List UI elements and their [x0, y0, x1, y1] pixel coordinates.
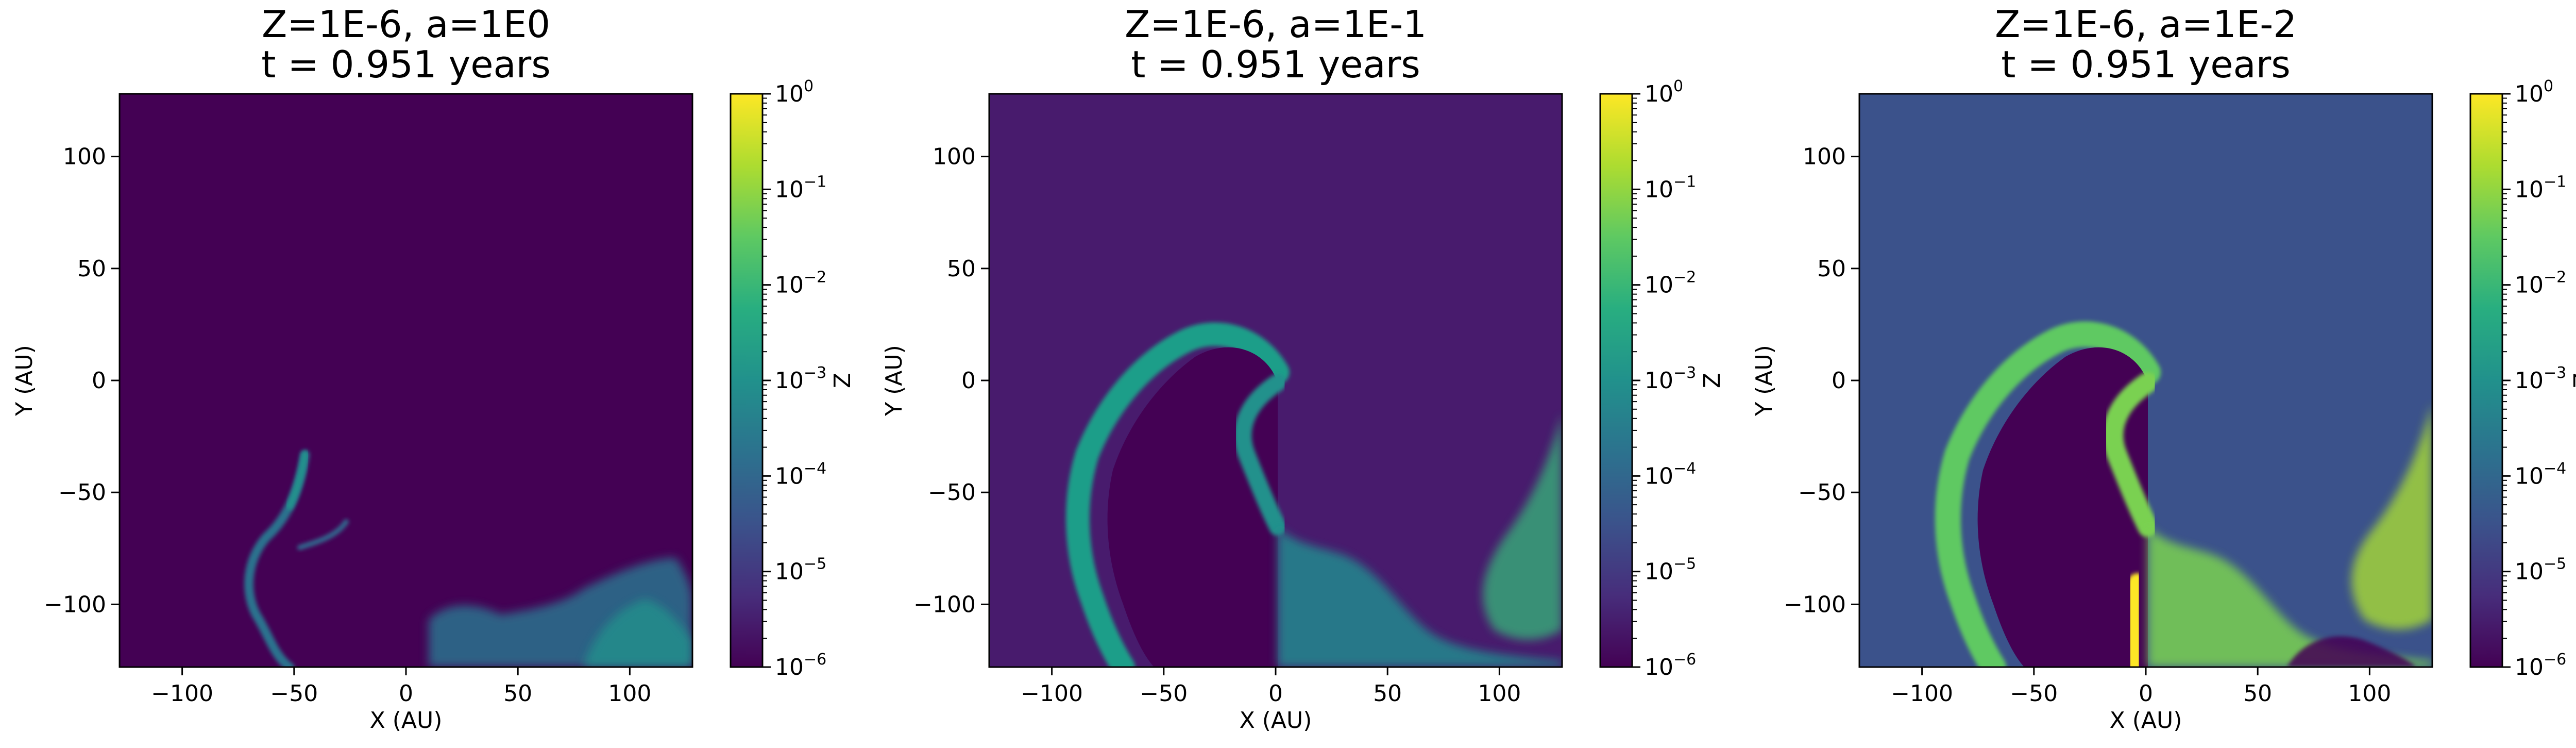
colorbar-tick-label: 10−3 [775, 364, 826, 394]
panel-1-colorbar-ticks: 100 10−1 10−2 10−3 10−4 10−5 10−6 [762, 77, 826, 680]
colorbar-tick-label: 10−5 [1645, 555, 1696, 585]
panel-1-y-ticks: 100 50 0 −50 −100 [44, 144, 120, 618]
panel-1-title: Z=1E-6, a=1E0 [262, 3, 550, 46]
y-tick-label: −100 [44, 591, 106, 618]
panel-3: Z=1E-6, a=1E-2 t = 0.951 years −100 −50 0 5… [1751, 3, 2576, 734]
colorbar-tick-label: 10−1 [2515, 173, 2566, 203]
panel-2-right-bright [1483, 413, 1562, 640]
x-tick-label: 100 [2348, 680, 2391, 707]
panel-3-title: Z=1E-6, a=1E-2 [1995, 3, 2297, 46]
y-tick-label: 50 [947, 256, 976, 282]
panel-3-dark-pocket [2287, 636, 2416, 667]
panel-2-colorbar [1599, 93, 1633, 668]
colorbar-tick-label: 10−3 [1645, 364, 1696, 394]
panel-1-background [120, 94, 692, 667]
x-tick-label: 0 [1268, 680, 1283, 707]
colorbar-tick-label: 10−6 [2515, 651, 2566, 680]
panel-2-y-ticks: 100 50 0 −50 −100 [913, 144, 989, 618]
y-tick-label: 100 [1803, 144, 1846, 170]
panel-3-plot-area [1859, 94, 2432, 667]
panel-2-colorbar-label: Z [1699, 373, 1725, 388]
x-tick-label: −100 [1021, 680, 1083, 707]
colorbar-tick-label: 10−4 [775, 459, 826, 489]
panel-3-subtitle: t = 0.951 years [2001, 43, 2290, 86]
y-tick-label: 100 [63, 144, 106, 170]
panel-2-ylabel: Y (AU) [881, 345, 907, 417]
colorbar-tick-label: 10−5 [2515, 555, 2566, 585]
panel-3-colorbar-label: Z [2569, 373, 2576, 388]
panel-2-title: Z=1E-6, a=1E-1 [1125, 3, 1427, 46]
y-tick-label: −100 [1784, 591, 1846, 618]
colorbar-tick-label: 10−4 [2515, 459, 2566, 489]
panel-3-jet [2121, 573, 2148, 667]
panel-2-xlabel: X (AU) [1240, 707, 1312, 734]
y-tick-label: −100 [913, 591, 976, 618]
colorbar-tick-label: 10−2 [775, 269, 826, 298]
x-tick-label: 50 [1373, 680, 1402, 707]
y-tick-label: −50 [928, 479, 976, 506]
y-tick-label: −50 [1798, 479, 1846, 506]
panel-1-x-ticks: −100 −50 0 50 100 [151, 667, 651, 707]
colorbar-tick-label: 100 [1645, 77, 1683, 107]
panel-1: Z=1E-6, a=1E0 t = 0.951 years −100 −50 0 50… [11, 3, 856, 734]
y-tick-label: 50 [1817, 256, 1846, 282]
panel-1-turbulence-bright [583, 599, 692, 667]
colorbar-tick-label: 10−6 [775, 651, 826, 680]
panel-3-xlabel: X (AU) [2110, 707, 2182, 734]
panel-3-colorbar-ticks: 100 10−1 10−2 10−3 10−4 10−5 10−6 [2502, 77, 2566, 680]
y-tick-label: 50 [77, 256, 106, 282]
x-tick-label: 100 [1478, 680, 1521, 707]
x-tick-label: 100 [608, 680, 651, 707]
x-tick-label: 0 [399, 680, 413, 707]
panel-1-wisp [297, 519, 349, 550]
panel-1-xlabel: X (AU) [370, 707, 443, 734]
panel-1-filament-left-bright [286, 451, 309, 510]
panel-2-colorbar-ticks: 100 10−1 10−2 10−3 10−4 10−5 10−6 [1632, 77, 1696, 680]
panel-3-tongue [2103, 372, 2158, 537]
panel-1-colorbar-label: Z [829, 373, 856, 388]
colorbar-tick-label: 100 [775, 77, 814, 107]
panel-1-colorbar [730, 93, 764, 668]
panel-3-rim [1935, 321, 2161, 667]
x-tick-label: 50 [503, 680, 532, 707]
panel-2: Z=1E-6, a=1E-1 t = 0.951 years −100 −50 0 5… [881, 3, 1725, 734]
x-tick-label: −100 [1891, 680, 1953, 707]
colorbar-tick-label: 10−2 [1645, 269, 1696, 298]
x-tick-label: −100 [151, 680, 213, 707]
colorbar-tick-label: 10−5 [775, 555, 826, 585]
y-tick-label: 100 [933, 144, 976, 170]
x-tick-label: −50 [1140, 680, 1188, 707]
colorbar-tick-label: 10−1 [775, 173, 826, 203]
panel-2-plot-area [989, 94, 1562, 667]
colorbar-tick-label: 10−4 [1645, 459, 1696, 489]
panel-1-ylabel: Y (AU) [11, 345, 38, 417]
x-tick-label: 0 [2139, 680, 2153, 707]
panel-1-subtitle: t = 0.951 years [261, 43, 550, 86]
colorbar-tick-label: 100 [2515, 77, 2553, 107]
panel-3-colorbar [2469, 93, 2503, 668]
y-tick-label: 0 [92, 368, 106, 394]
panel-2-tongue [1234, 374, 1286, 536]
x-tick-label: −50 [2010, 680, 2058, 707]
y-tick-label: 0 [1832, 368, 1846, 394]
panel-2-rim [1065, 322, 1290, 667]
colorbar-tick-label: 10−1 [1645, 173, 1696, 203]
panel-2-x-ticks: −100 −50 0 50 100 [1021, 667, 1521, 707]
panel-2-subtitle: t = 0.951 years [1131, 43, 1420, 86]
panel-1-plot-area [120, 94, 692, 667]
panel-3-plume [2148, 527, 2432, 667]
panel-3-ylabel: Y (AU) [1751, 345, 1777, 417]
x-tick-label: −50 [270, 680, 318, 707]
colorbar-tick-label: 10−3 [2515, 364, 2566, 394]
colorbar-tick-label: 10−2 [2515, 269, 2566, 298]
y-tick-label: −50 [58, 479, 106, 506]
panel-3-x-ticks: −100 −50 0 50 100 [1891, 667, 2391, 707]
panel-3-y-ticks: 100 50 0 −50 −100 [1784, 144, 1859, 618]
panel-3-right-bright [2351, 403, 2432, 629]
y-tick-label: 0 [961, 368, 976, 394]
colorbar-tick-label: 10−6 [1645, 651, 1696, 680]
x-tick-label: 50 [2243, 680, 2272, 707]
panel-2-plume [1278, 527, 1562, 667]
